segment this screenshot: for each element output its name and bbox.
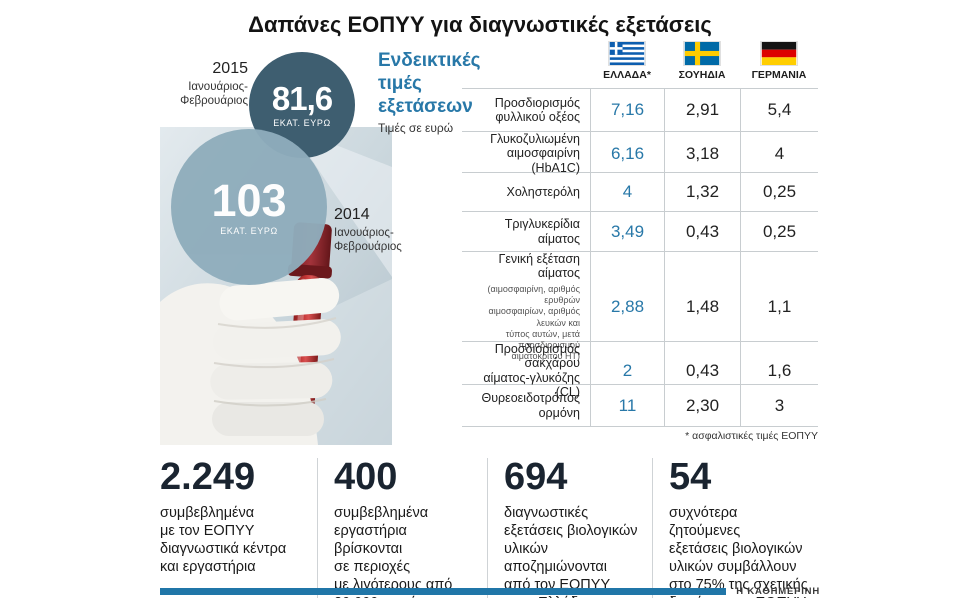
price-sweden: 1,48 [664, 252, 740, 363]
test-name: Θυρεοειδοτρόπος ορμόνη [481, 391, 580, 420]
stat-top-tests: 54 συχνότερα ζητούμενες εξετάσεις βιολογ… [652, 456, 820, 598]
price-greece: 4 [590, 173, 664, 211]
stat-reimbursed-tests: 694 διαγνωστικές εξετάσεις βιολογικών υλ… [487, 456, 652, 598]
period-2014: Ιανουάριος- Φεβρουάριος [334, 227, 402, 254]
stats-strip: 2.249 συμβεβλημένα με τον ΕΟΠΥΥ διαγνωστ… [160, 456, 820, 598]
stat-value: 694 [504, 456, 568, 498]
price-germany: 1,6 [740, 342, 818, 400]
test-name: Προσδιορισμός σακχάρου αίματος-γλυκόζης … [483, 342, 580, 400]
stat-text: συχνότερα ζητούμενες εξετάσεις βιολογικώ… [669, 504, 808, 598]
test-name: Χοληστερόλη [506, 184, 580, 199]
germany-flag-icon [761, 42, 797, 65]
table-row: Προσδιορισμός σακχάρου αίματος-γλυκόζης … [462, 342, 818, 400]
table-row: Γενική εξέταση αίματος (αιμοσφαιρίνη, αρ… [462, 252, 818, 363]
table-footnote: * ασφαλιστικές τιμές ΕΟΠΥΥ [685, 430, 818, 442]
page-title: Δαπάνες ΕΟΠΥΥ για διαγνωστικές εξετάσεις [248, 12, 712, 37]
period-2015: Ιανουάριος- Φεβρουάριος [180, 81, 248, 108]
stat-centers: 2.249 συμβεβλημένα με τον ΕΟΠΥΥ διαγνωστ… [160, 456, 317, 598]
price-greece: 2,88 [590, 252, 664, 363]
column-greece: ΕΛΛΑΔΑ* [590, 42, 664, 88]
table-row: Προσδιορισμός φυλλικού οξέος 7,16 2,91 5… [462, 89, 818, 132]
test-name: Προσδιορισμός φυλλικού οξέος [494, 95, 580, 124]
column-label-sweden: ΣΟΥΗΔΙΑ [678, 69, 726, 81]
stat-text: συμβεβλημένα εργαστήρια βρίσκονται σε πε… [334, 504, 453, 598]
footer-bar [160, 588, 727, 595]
price-table-heading: Ενδεικτικές τιμές εξετάσεων [378, 50, 481, 117]
photo-blood-sample [160, 127, 392, 445]
spending-unit-2014: ΕΚΑΤ. ΕΥΡΩ [220, 226, 278, 236]
price-table-unit: Τιμές σε ευρώ [378, 121, 454, 135]
greece-flag-icon [609, 42, 645, 65]
stat-value: 400 [334, 456, 398, 498]
column-label-greece: ΕΛΛΑΔΑ* [603, 69, 651, 81]
price-sweden: 0,43 [664, 212, 740, 251]
blood-tube-illustration [160, 127, 392, 445]
table-row: Τριγλυκερίδια αίματος 3,49 0,43 0,25 [462, 212, 818, 252]
label-2014: 2014 Ιανουάριος- Φεβρουάριος [334, 206, 402, 255]
label-2015: 2015 Ιανουάριος- Φεβρουάριος [120, 60, 248, 109]
test-name: Γενική εξέταση αίματος [498, 252, 580, 281]
spending-value-2014: 103 [211, 175, 287, 226]
test-name: Τριγλυκερίδια αίματος [504, 217, 580, 246]
year-2015: 2015 [212, 60, 248, 77]
price-germany: 4 [740, 132, 818, 176]
price-germany: 0,25 [740, 212, 818, 251]
price-germany: 5,4 [740, 89, 818, 131]
footer: Η ΚΑΘΗΜΕΡΙΝΗ [160, 586, 820, 597]
spending-value-2015: 81,6 [271, 80, 333, 117]
stat-text: συμβεβλημένα με τον ΕΟΠΥΥ διαγνωστικά κέ… [160, 504, 287, 575]
price-sweden: 0,43 [664, 342, 740, 400]
price-greece: 6,16 [590, 132, 664, 176]
test-name: Γλυκοζυλιωμένη αιμοσφαιρίνη (HbA1C) [490, 132, 580, 175]
price-greece: 3,49 [590, 212, 664, 251]
price-sweden: 1,32 [664, 173, 740, 211]
spending-unit-2015: ΕΚΑΤ. ΕΥΡΩ [273, 118, 331, 128]
year-2014: 2014 [334, 206, 370, 223]
column-germany: ΓΕΡΜΑΝΙΑ [740, 42, 818, 88]
stat-labs-small-towns: 400 συμβεβλημένα εργαστήρια βρίσκονται σ… [317, 456, 487, 598]
price-greece: 7,16 [590, 89, 664, 131]
spending-circle-2014: 103 ΕΚΑΤ. ΕΥΡΩ [171, 129, 327, 285]
sweden-flag-icon [684, 42, 720, 65]
source-credit: Η ΚΑΘΗΜΕΡΙΝΗ [736, 586, 820, 597]
column-label-germany: ΓΕΡΜΑΝΙΑ [751, 69, 807, 81]
price-table-rows: Προσδιορισμός φυλλικού οξέος 7,16 2,91 5… [462, 88, 818, 427]
stat-value: 54 [669, 456, 712, 498]
table-row: Χοληστερόλη 4 1,32 0,25 [462, 173, 818, 212]
table-row: Θυρεοειδοτρόπος ορμόνη 11 2,30 3 [462, 385, 818, 426]
stat-value: 2.249 [160, 456, 256, 498]
price-sweden: 2,91 [664, 89, 740, 131]
price-table-header: ΕΛΛΑΔΑ* ΣΟΥΗΔΙΑ ΓΕΡΜΑΝΙΑ [462, 42, 818, 88]
price-table: ΕΛΛΑΔΑ* ΣΟΥΗΔΙΑ ΓΕΡΜΑΝΙΑ Προσδιορισμός φ… [462, 42, 818, 427]
test-name-detail: (αιμοσφαιρίνη, αριθμός ερυθρών αιμοσφαιρ… [487, 283, 580, 362]
column-sweden: ΣΟΥΗΔΙΑ [664, 42, 740, 88]
table-row: Γλυκοζυλιωμένη αιμοσφαιρίνη (HbA1C) 6,16… [462, 132, 818, 176]
price-sweden: 3,18 [664, 132, 740, 176]
price-greece: 11 [590, 385, 664, 426]
price-germany: 0,25 [740, 173, 818, 211]
price-greece: 2 [590, 342, 664, 400]
stat-text: διαγνωστικές εξετάσεις βιολογικών υλικών… [504, 504, 638, 598]
price-germany: 3 [740, 385, 818, 426]
price-germany: 1,1 [740, 252, 818, 363]
price-sweden: 2,30 [664, 385, 740, 426]
